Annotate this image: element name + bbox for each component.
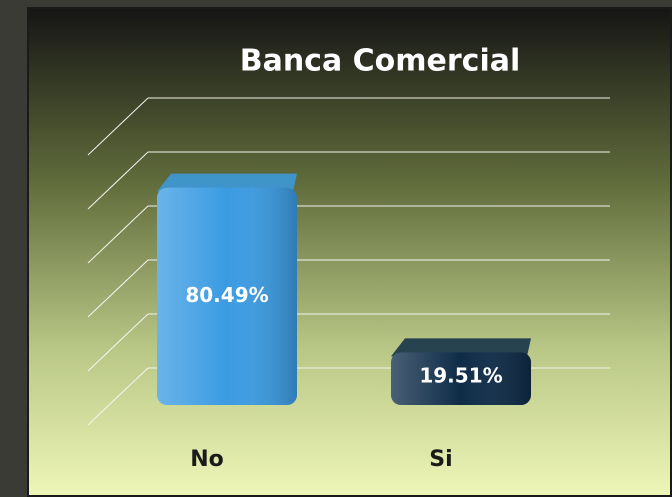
grid-line-side bbox=[87, 259, 149, 318]
grid-line-side bbox=[87, 151, 149, 210]
bar-shine bbox=[391, 352, 531, 405]
bar-top bbox=[157, 173, 297, 192]
bar-top bbox=[391, 338, 531, 357]
grid-line-side bbox=[87, 205, 149, 264]
x-tick-label: No bbox=[190, 447, 224, 472]
grid-line-side bbox=[87, 313, 149, 372]
value-label: 19.51% bbox=[419, 364, 502, 388]
bar-shine bbox=[157, 187, 297, 405]
chart-title: Banca Comercial bbox=[240, 44, 521, 79]
value-label: 80.49% bbox=[185, 283, 268, 307]
grid-line-side bbox=[87, 367, 149, 426]
grid-line-side bbox=[87, 97, 149, 156]
x-tick-label: Si bbox=[429, 447, 452, 472]
plot-panel bbox=[27, 7, 672, 497]
